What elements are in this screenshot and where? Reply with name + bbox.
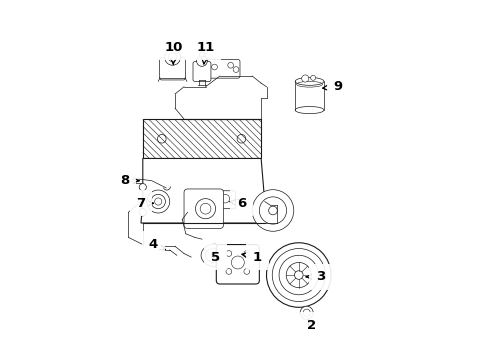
Text: 11: 11 — [196, 41, 215, 64]
Circle shape — [155, 198, 162, 205]
FancyBboxPatch shape — [160, 58, 186, 80]
Circle shape — [237, 134, 245, 143]
Circle shape — [231, 256, 245, 269]
Circle shape — [233, 67, 239, 72]
Circle shape — [226, 269, 232, 274]
Circle shape — [226, 251, 232, 256]
Circle shape — [279, 255, 318, 295]
Circle shape — [165, 49, 180, 65]
Text: 9: 9 — [323, 80, 343, 93]
Circle shape — [244, 269, 250, 274]
Circle shape — [228, 62, 234, 68]
Circle shape — [199, 52, 204, 57]
Ellipse shape — [295, 77, 324, 85]
Circle shape — [196, 199, 216, 219]
Circle shape — [151, 194, 166, 209]
Circle shape — [200, 203, 211, 214]
Text: 5: 5 — [211, 251, 220, 264]
Text: 10: 10 — [164, 41, 182, 64]
Circle shape — [267, 243, 331, 307]
FancyBboxPatch shape — [193, 62, 211, 81]
FancyBboxPatch shape — [207, 59, 240, 78]
Text: 2: 2 — [307, 319, 316, 332]
Circle shape — [252, 190, 294, 231]
Ellipse shape — [205, 248, 223, 262]
Circle shape — [147, 190, 170, 213]
Ellipse shape — [201, 244, 228, 266]
FancyBboxPatch shape — [214, 191, 236, 209]
Circle shape — [139, 184, 147, 191]
Circle shape — [157, 134, 166, 143]
FancyBboxPatch shape — [216, 244, 259, 284]
Polygon shape — [141, 158, 265, 223]
Text: 7: 7 — [136, 197, 153, 210]
Circle shape — [286, 262, 311, 288]
Text: 6: 6 — [230, 197, 246, 210]
Polygon shape — [143, 119, 261, 158]
Ellipse shape — [295, 107, 324, 114]
Circle shape — [294, 271, 303, 279]
Text: 4: 4 — [149, 238, 165, 251]
Circle shape — [269, 206, 277, 215]
Circle shape — [300, 306, 313, 319]
Circle shape — [244, 251, 250, 256]
FancyBboxPatch shape — [184, 189, 223, 228]
Circle shape — [311, 75, 316, 80]
Circle shape — [302, 75, 309, 82]
Circle shape — [211, 252, 218, 259]
Circle shape — [212, 64, 218, 70]
Text: 1: 1 — [242, 251, 262, 264]
Circle shape — [139, 209, 147, 216]
Circle shape — [303, 309, 310, 316]
Text: 8: 8 — [120, 174, 139, 186]
Circle shape — [272, 248, 325, 302]
Circle shape — [196, 55, 207, 66]
Circle shape — [168, 53, 177, 62]
Circle shape — [259, 197, 287, 224]
Text: 3: 3 — [306, 270, 325, 283]
Circle shape — [221, 194, 230, 203]
